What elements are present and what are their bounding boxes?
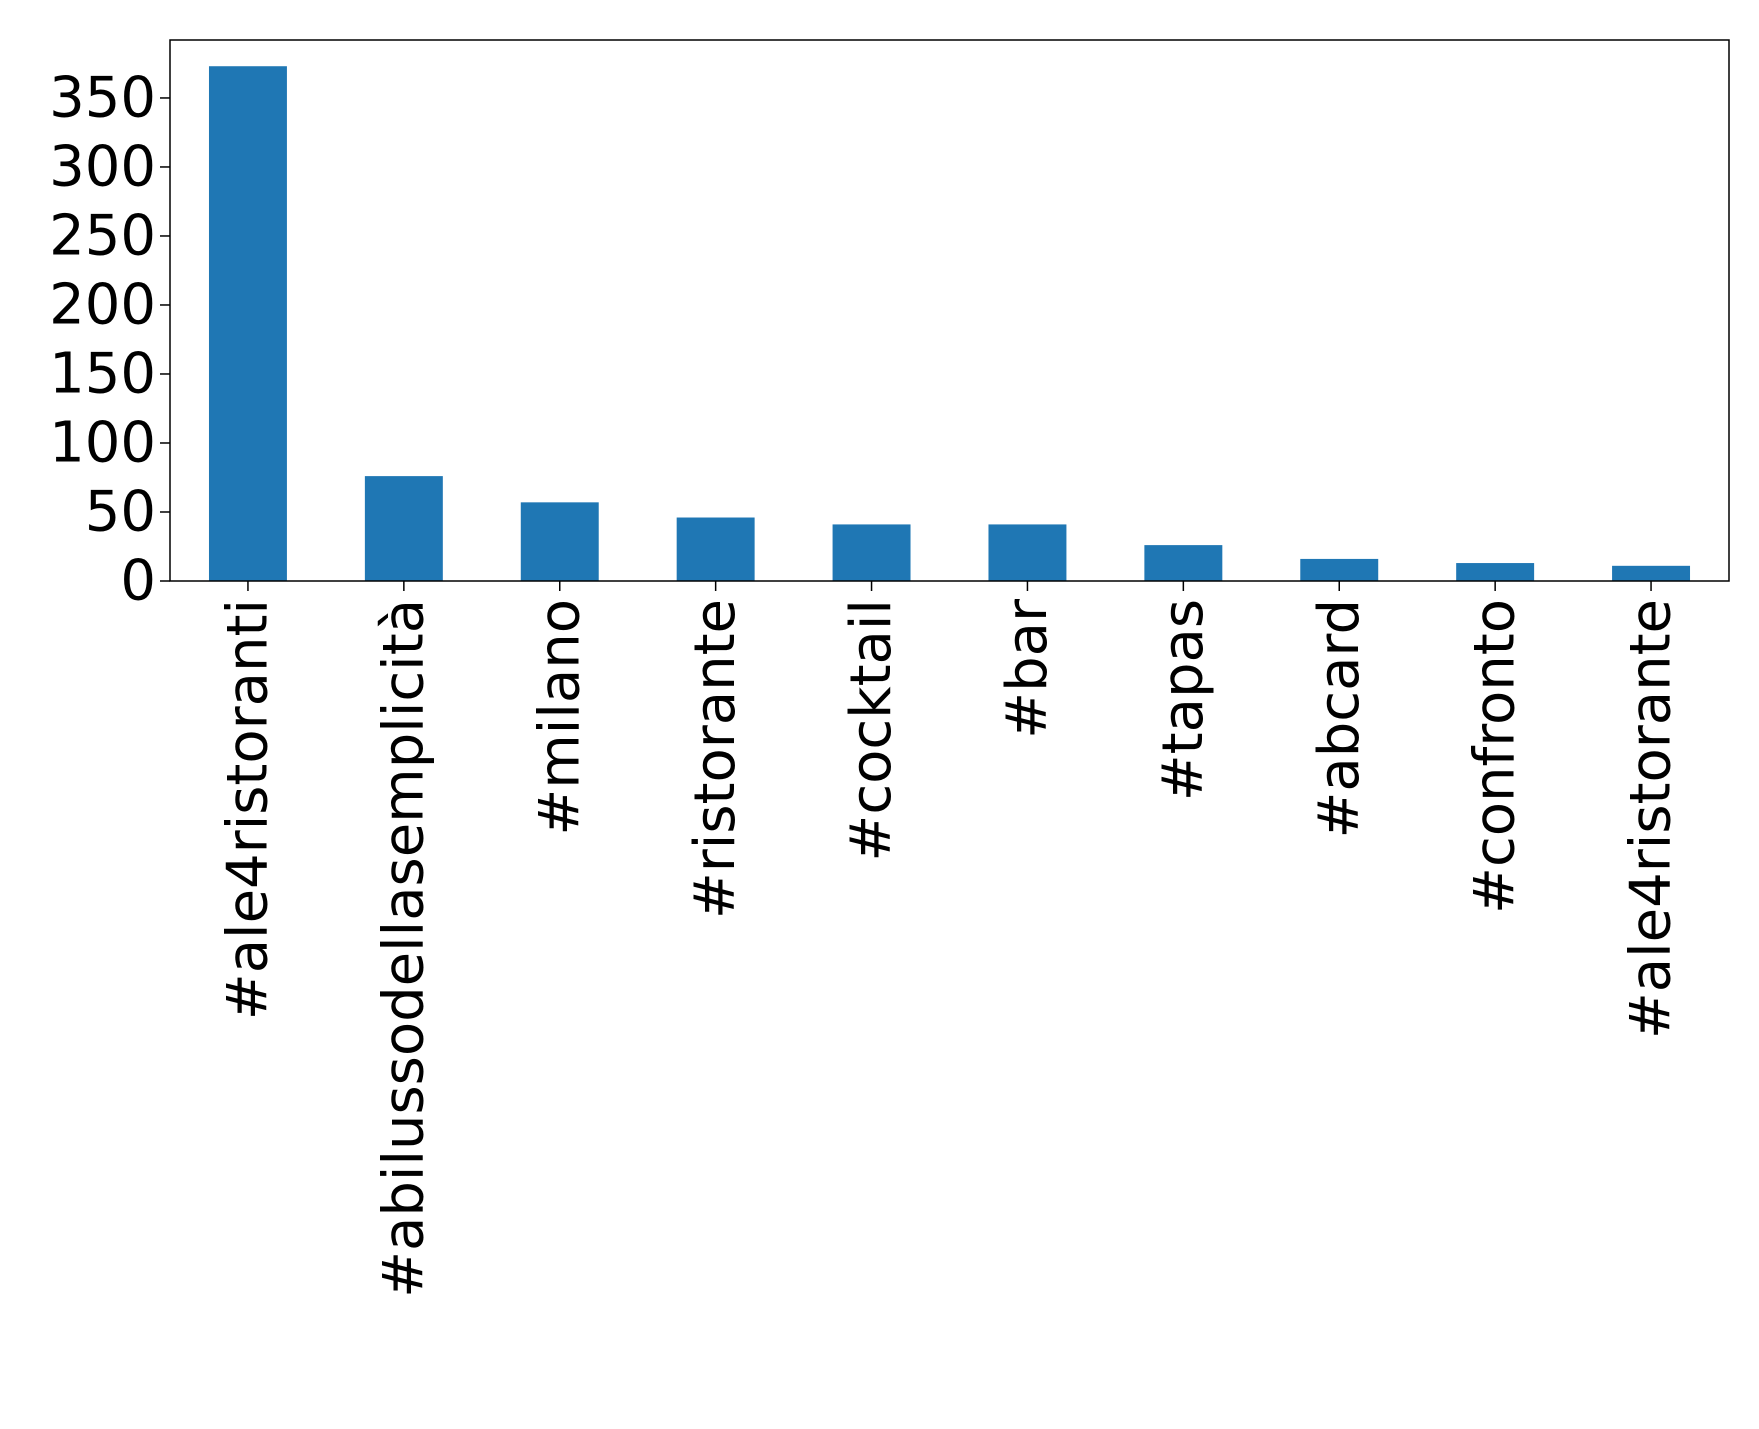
x-axis: #ale4ristoranti #abilussodellasemplicità #… — [215, 581, 1684, 1298]
bar-1 — [208, 66, 287, 582]
x-tick-label: #cocktail — [839, 599, 904, 862]
y-tick-label: 350 — [49, 65, 156, 130]
bar-2 — [364, 476, 443, 581]
x-tick-label: #abilussodellasemplicità — [371, 599, 436, 1298]
bar-3 — [520, 502, 599, 581]
x-tick-label: #confronto — [1463, 599, 1528, 914]
bar-9 — [1456, 563, 1535, 581]
bar-4 — [676, 517, 755, 581]
x-tick-label: #ale4ristoranti — [215, 599, 280, 1020]
bar-5 — [832, 524, 911, 581]
y-tick-label: 250 — [49, 203, 156, 268]
bar-7 — [1144, 545, 1223, 581]
x-tick-label: #bar — [995, 598, 1060, 739]
y-tick-label: 200 — [49, 272, 156, 337]
x-tick-label: #milano — [527, 599, 592, 836]
y-tick-label: 100 — [49, 410, 156, 475]
x-tick-label: #abcard — [1307, 599, 1372, 838]
y-tick-label: 0 — [120, 549, 156, 614]
bar-6 — [988, 524, 1067, 581]
x-tick-label: #tapas — [1151, 599, 1216, 801]
y-tick-label: 50 — [85, 479, 156, 544]
x-tick-label: #ale4ristorante — [1619, 599, 1684, 1039]
bar-8 — [1300, 558, 1379, 581]
bar-10 — [1612, 565, 1691, 581]
y-tick-label: 150 — [49, 341, 156, 406]
x-tick-label: #ristorante — [683, 599, 748, 919]
bar-group — [208, 66, 1691, 582]
plot-frame — [169, 39, 1730, 582]
y-tick-label: 300 — [49, 134, 156, 199]
